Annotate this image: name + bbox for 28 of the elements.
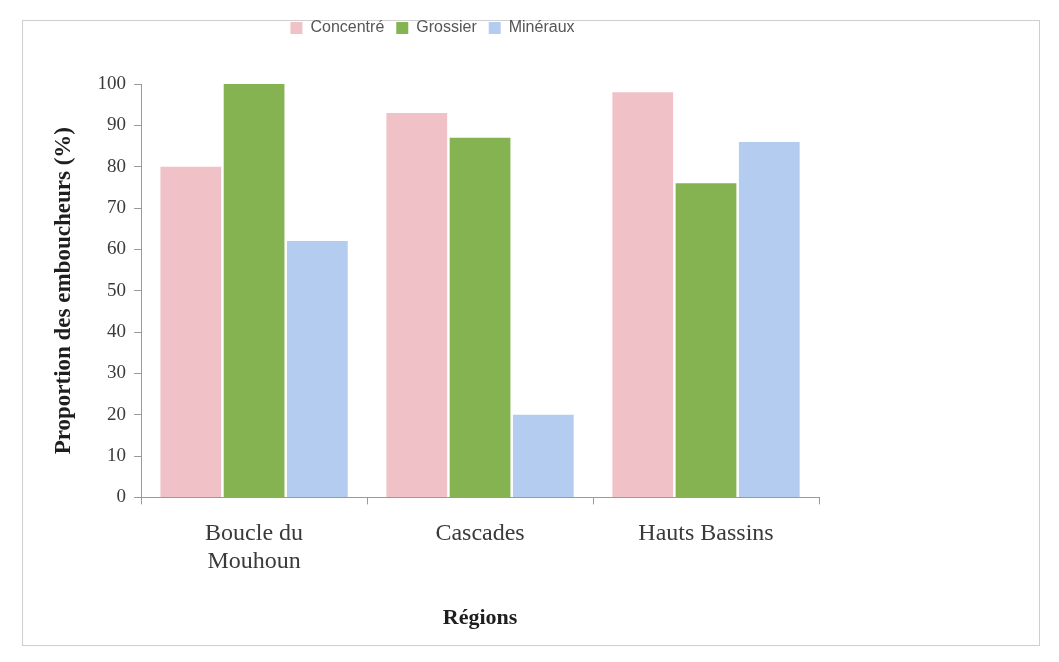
y-tick-label: 30 xyxy=(107,361,127,383)
y-tick-label: 60 xyxy=(107,237,127,259)
y-tick-label: 100 xyxy=(97,71,127,93)
y-axis-title: Proportion des emboucheurs (%) xyxy=(49,127,75,455)
x-tick-label: Boucle du Mouhoun xyxy=(205,519,304,574)
legend-label: Concentré xyxy=(310,18,385,36)
bar xyxy=(449,137,511,497)
y-tick-label: 0 xyxy=(116,485,127,507)
bar xyxy=(738,141,800,497)
y-tick-label: 20 xyxy=(107,402,127,424)
y-tick-label: 90 xyxy=(107,113,127,135)
bar xyxy=(386,112,448,497)
legend-label: Grossier xyxy=(416,18,478,36)
bar xyxy=(160,166,222,497)
x-tick-label: Hauts Bassins xyxy=(638,519,774,546)
bar xyxy=(286,241,348,497)
bar xyxy=(512,414,574,497)
bar xyxy=(612,92,674,497)
bar xyxy=(675,183,737,497)
y-tick-label: 50 xyxy=(107,278,127,300)
y-tick-label: 80 xyxy=(107,154,127,176)
y-tick-label: 40 xyxy=(107,320,127,342)
y-tick-label: 10 xyxy=(107,444,127,466)
y-tick-label: 70 xyxy=(107,196,127,217)
x-tick-label: Cascades xyxy=(435,519,525,546)
bar xyxy=(223,84,285,497)
legend-label: Minéraux xyxy=(508,18,575,36)
x-axis-title: Régions xyxy=(442,604,518,630)
